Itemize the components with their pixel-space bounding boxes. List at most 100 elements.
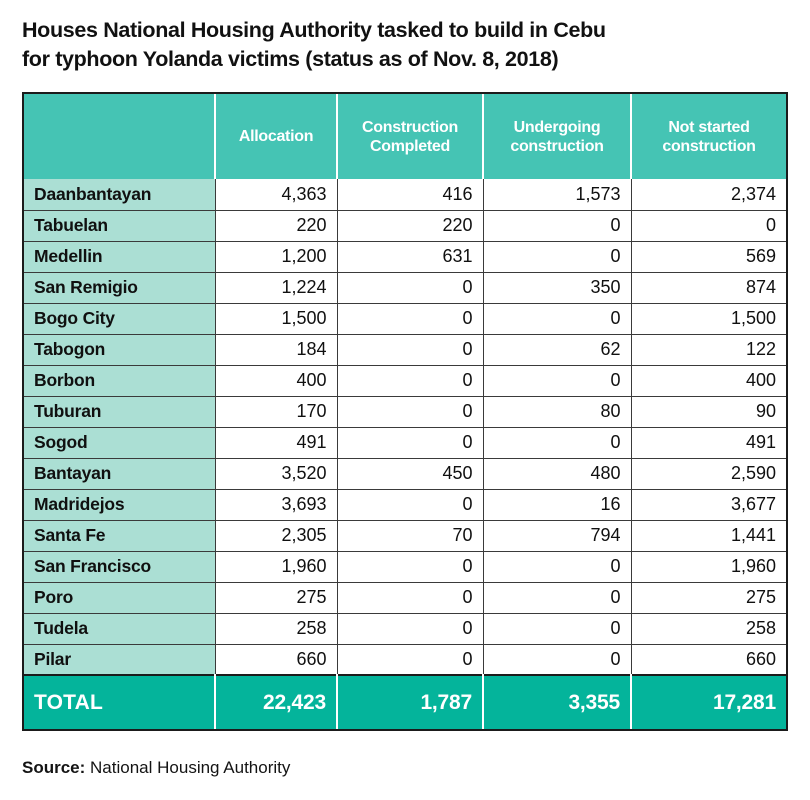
cell-construction-completed: 0 bbox=[337, 612, 484, 644]
cell-not-started-construction: 660 bbox=[631, 643, 786, 675]
cell-allocation: 275 bbox=[215, 581, 338, 613]
table-row: Pilar 660 0 0 660 bbox=[24, 643, 786, 675]
cell-construction-completed: 0 bbox=[337, 271, 484, 303]
cell-construction-completed: 416 bbox=[337, 179, 484, 210]
cell-not-started-construction: 569 bbox=[631, 240, 786, 272]
cell-allocation: 3,520 bbox=[215, 457, 338, 489]
title-line-2: for typhoon Yolanda victims (status as o… bbox=[22, 47, 559, 71]
table-row: Tabogon 184 0 62 122 bbox=[24, 333, 786, 365]
cell-allocation: 1,960 bbox=[215, 550, 338, 582]
cell-allocation: 220 bbox=[215, 209, 338, 241]
row-label-municipality: Tabogon bbox=[24, 333, 216, 365]
row-label-municipality: Medellin bbox=[24, 240, 216, 272]
row-label-municipality: Bogo City bbox=[24, 302, 216, 334]
page-title: Houses National Housing Authority tasked… bbox=[22, 16, 782, 74]
cell-undergoing-construction: 0 bbox=[483, 581, 632, 613]
row-label-municipality: Sogod bbox=[24, 426, 216, 458]
table-header: Allocation Construction Completed Underg… bbox=[24, 94, 786, 179]
cell-not-started-construction: 1,960 bbox=[631, 550, 786, 582]
cell-construction-completed: 0 bbox=[337, 488, 484, 520]
data-table: Allocation Construction Completed Underg… bbox=[24, 94, 786, 729]
total-not-started-construction: 17,281 bbox=[631, 674, 786, 729]
table-row: Tuburan 170 0 80 90 bbox=[24, 395, 786, 427]
table-row: Tabuelan 220 220 0 0 bbox=[24, 209, 786, 241]
row-label-municipality: Borbon bbox=[24, 364, 216, 396]
cell-allocation: 184 bbox=[215, 333, 338, 365]
cell-construction-completed: 631 bbox=[337, 240, 484, 272]
cell-not-started-construction: 874 bbox=[631, 271, 786, 303]
source-label: Source: bbox=[22, 758, 86, 777]
cell-not-started-construction: 275 bbox=[631, 581, 786, 613]
cell-allocation: 258 bbox=[215, 612, 338, 644]
cell-undergoing-construction: 0 bbox=[483, 209, 632, 241]
cell-allocation: 3,693 bbox=[215, 488, 338, 520]
header-undergoing-construction-line1: Undergoing bbox=[513, 118, 601, 136]
source-note: Source: National Housing Authority bbox=[22, 758, 290, 778]
row-label-municipality: Poro bbox=[24, 581, 216, 613]
row-label-municipality: Santa Fe bbox=[24, 519, 216, 551]
header-allocation: Allocation bbox=[215, 94, 338, 179]
header-not-started-construction: Not started construction bbox=[631, 94, 786, 179]
total-allocation: 22,423 bbox=[215, 674, 338, 729]
cell-not-started-construction: 90 bbox=[631, 395, 786, 427]
cell-undergoing-construction: 0 bbox=[483, 302, 632, 334]
header-construction-completed-line2: Completed bbox=[370, 137, 450, 155]
cell-construction-completed: 70 bbox=[337, 519, 484, 551]
cell-not-started-construction: 0 bbox=[631, 209, 786, 241]
table-row: Santa Fe 2,305 70 794 1,441 bbox=[24, 519, 786, 551]
cell-undergoing-construction: 350 bbox=[483, 271, 632, 303]
cell-allocation: 2,305 bbox=[215, 519, 338, 551]
row-label-municipality: Daanbantayan bbox=[24, 179, 216, 210]
row-label-municipality: Tabuelan bbox=[24, 209, 216, 241]
cell-not-started-construction: 258 bbox=[631, 612, 786, 644]
row-label-municipality: Tudela bbox=[24, 612, 216, 644]
cell-construction-completed: 0 bbox=[337, 302, 484, 334]
table-total-row: TOTAL 22,423 1,787 3,355 17,281 bbox=[24, 674, 786, 729]
cell-construction-completed: 0 bbox=[337, 364, 484, 396]
total-undergoing-construction: 3,355 bbox=[483, 674, 632, 729]
cell-undergoing-construction: 16 bbox=[483, 488, 632, 520]
table-row: Bantayan 3,520 450 480 2,590 bbox=[24, 457, 786, 489]
cell-undergoing-construction: 0 bbox=[483, 240, 632, 272]
cell-construction-completed: 220 bbox=[337, 209, 484, 241]
title-line-1: Houses National Housing Authority tasked… bbox=[22, 18, 606, 42]
table-row: Medellin 1,200 631 0 569 bbox=[24, 240, 786, 272]
cell-not-started-construction: 2,374 bbox=[631, 179, 786, 210]
cell-undergoing-construction: 1,573 bbox=[483, 179, 632, 210]
cell-construction-completed: 0 bbox=[337, 333, 484, 365]
cell-not-started-construction: 122 bbox=[631, 333, 786, 365]
cell-undergoing-construction: 480 bbox=[483, 457, 632, 489]
table-row: Bogo City 1,500 0 0 1,500 bbox=[24, 302, 786, 334]
cell-allocation: 400 bbox=[215, 364, 338, 396]
cell-undergoing-construction: 794 bbox=[483, 519, 632, 551]
cell-undergoing-construction: 0 bbox=[483, 426, 632, 458]
row-label-municipality: San Francisco bbox=[24, 550, 216, 582]
housing-data-table: Allocation Construction Completed Underg… bbox=[22, 92, 788, 731]
header-construction-completed-line1: Construction bbox=[362, 118, 458, 136]
cell-construction-completed: 0 bbox=[337, 581, 484, 613]
table-body: Daanbantayan 4,363 416 1,573 2,374 Tabuelan 22… bbox=[24, 179, 786, 729]
header-not-started-construction-line1: Not started bbox=[668, 118, 750, 136]
row-label-municipality: San Remigio bbox=[24, 271, 216, 303]
cell-not-started-construction: 1,500 bbox=[631, 302, 786, 334]
source-value: National Housing Authority bbox=[90, 758, 291, 777]
cell-not-started-construction: 2,590 bbox=[631, 457, 786, 489]
cell-undergoing-construction: 80 bbox=[483, 395, 632, 427]
row-label-municipality: Tuburan bbox=[24, 395, 216, 427]
cell-allocation: 660 bbox=[215, 643, 338, 675]
header-municipality bbox=[24, 94, 216, 179]
cell-not-started-construction: 3,677 bbox=[631, 488, 786, 520]
row-label-municipality: Madridejos bbox=[24, 488, 216, 520]
cell-allocation: 170 bbox=[215, 395, 338, 427]
cell-allocation: 1,224 bbox=[215, 271, 338, 303]
cell-allocation: 4,363 bbox=[215, 179, 338, 210]
total-construction-completed: 1,787 bbox=[337, 674, 484, 729]
cell-not-started-construction: 1,441 bbox=[631, 519, 786, 551]
table-row: Madridejos 3,693 0 16 3,677 bbox=[24, 488, 786, 520]
table-row: San Remigio 1,224 0 350 874 bbox=[24, 271, 786, 303]
header-not-started-construction-line2: construction bbox=[662, 137, 756, 155]
cell-allocation: 1,500 bbox=[215, 302, 338, 334]
cell-construction-completed: 450 bbox=[337, 457, 484, 489]
header-construction-completed: Construction Completed bbox=[337, 94, 484, 179]
